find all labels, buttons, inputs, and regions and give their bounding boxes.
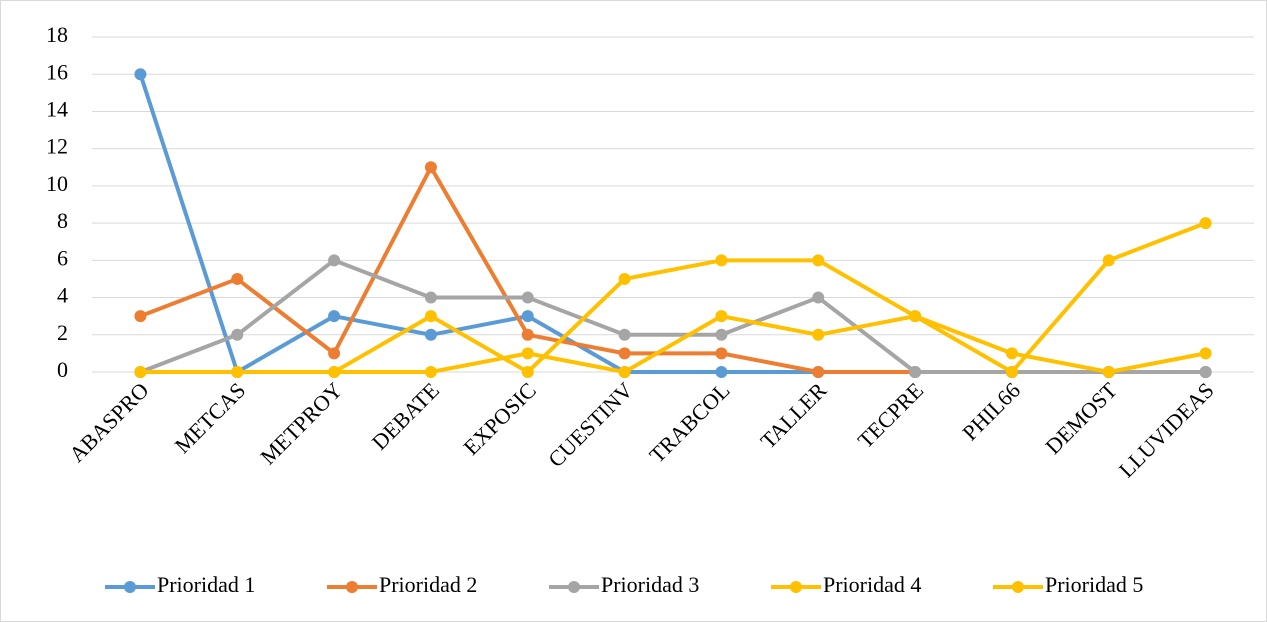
point xyxy=(424,291,437,304)
point xyxy=(231,272,244,285)
point xyxy=(715,310,728,323)
y-tick-label: 6 xyxy=(57,245,68,270)
point xyxy=(618,272,631,285)
point xyxy=(1005,366,1018,378)
y-tick-label: 18 xyxy=(46,22,68,47)
y-tick-label: 2 xyxy=(57,320,68,345)
point xyxy=(812,291,825,304)
point xyxy=(715,366,728,378)
point xyxy=(328,254,341,267)
legend-label: Prioridad 2 xyxy=(379,572,477,597)
point xyxy=(328,366,341,378)
y-tick-label: 16 xyxy=(46,59,68,84)
point xyxy=(715,328,728,341)
point xyxy=(1199,217,1212,230)
point xyxy=(812,366,825,378)
y-tick-label: 8 xyxy=(57,208,68,233)
point xyxy=(424,328,437,341)
point xyxy=(1199,347,1212,360)
point xyxy=(909,366,922,378)
legend-marker xyxy=(346,581,358,593)
y-tick-label: 14 xyxy=(46,96,68,121)
point xyxy=(424,161,437,174)
point xyxy=(521,310,534,323)
point xyxy=(134,68,147,81)
point xyxy=(1102,254,1115,267)
point xyxy=(618,328,631,341)
legend-marker xyxy=(124,581,136,593)
point xyxy=(424,366,437,378)
legend-marker xyxy=(1012,581,1024,593)
point xyxy=(618,347,631,360)
point xyxy=(715,347,728,360)
point xyxy=(715,254,728,267)
point xyxy=(231,366,244,378)
y-tick-label: 12 xyxy=(46,134,68,159)
legend-label: Prioridad 3 xyxy=(601,572,699,597)
point xyxy=(812,328,825,341)
point xyxy=(1102,366,1115,378)
point xyxy=(1005,347,1018,360)
series-line xyxy=(140,221,1207,374)
point xyxy=(618,366,631,378)
series-line xyxy=(139,258,1206,374)
point xyxy=(521,291,534,304)
point xyxy=(812,254,825,267)
point xyxy=(231,328,244,341)
point xyxy=(1199,366,1212,378)
point xyxy=(521,366,534,378)
point xyxy=(521,347,534,360)
legend-marker xyxy=(790,581,802,593)
point xyxy=(328,347,341,360)
point xyxy=(134,310,147,323)
y-tick-label: 0 xyxy=(57,357,68,382)
point xyxy=(909,310,922,323)
legend-label: Prioridad 5 xyxy=(1045,572,1143,597)
point xyxy=(328,310,341,323)
point xyxy=(521,328,534,341)
legend-marker xyxy=(568,581,580,593)
y-tick-label: 10 xyxy=(46,171,68,196)
y-tick-label: 4 xyxy=(57,283,68,308)
legend-label: Prioridad 1 xyxy=(157,572,255,597)
legend-label: Prioridad 4 xyxy=(823,572,921,597)
point xyxy=(134,366,147,378)
point xyxy=(424,310,437,323)
